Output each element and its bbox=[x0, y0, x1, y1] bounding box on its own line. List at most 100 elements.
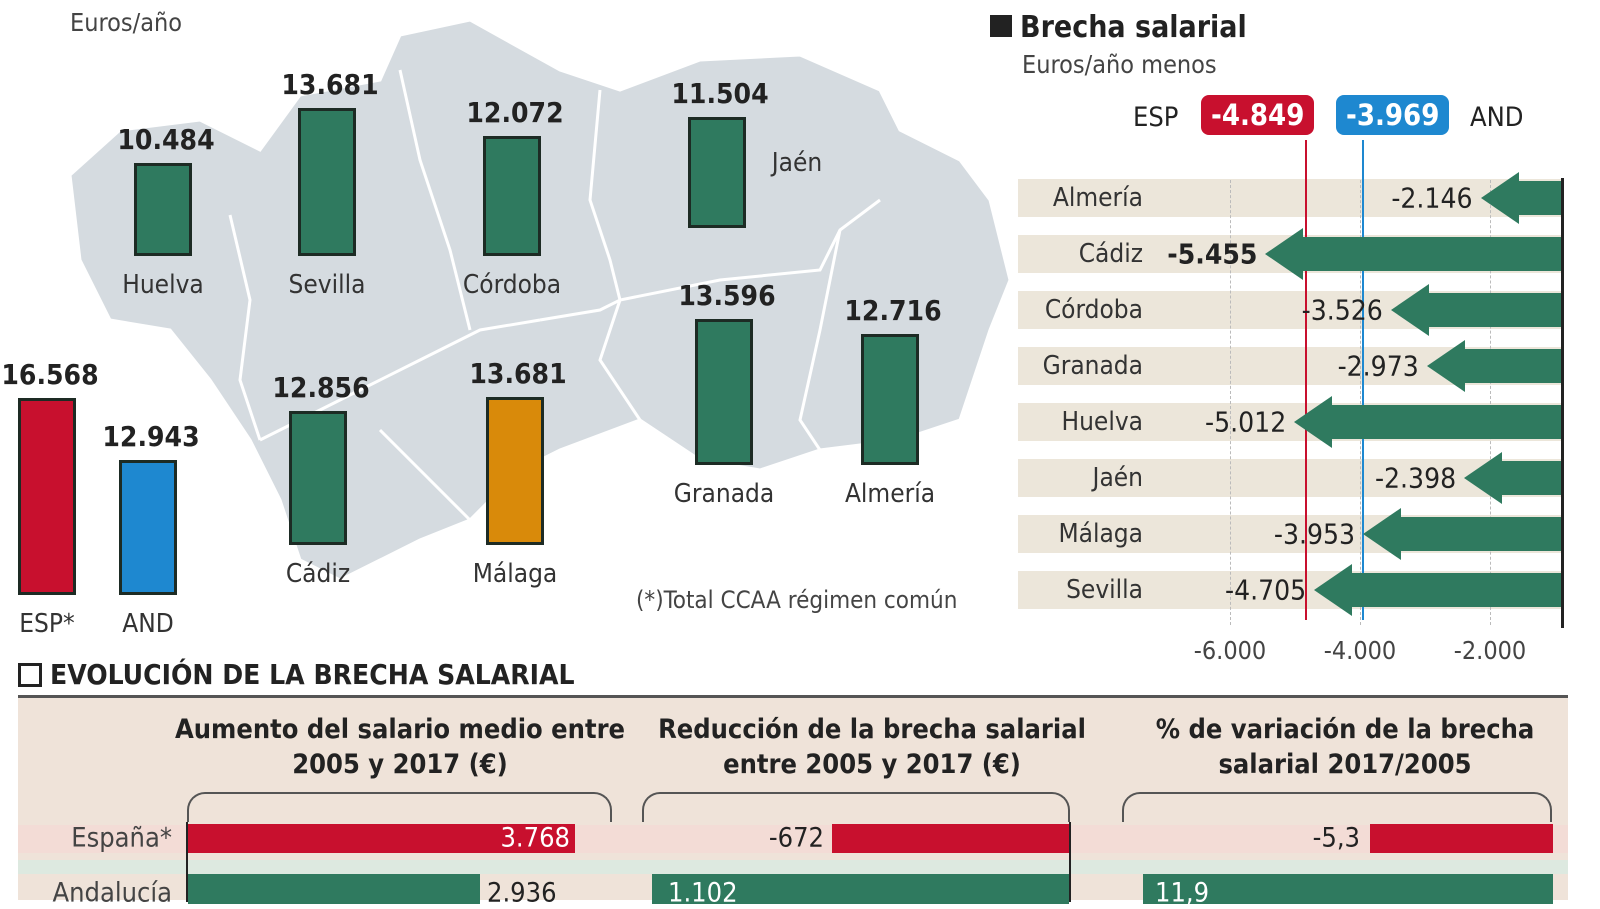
row-value: -3.953 bbox=[1273, 517, 1356, 551]
row-label: Málaga bbox=[1058, 519, 1143, 549]
bar-cdiz bbox=[289, 411, 347, 545]
bar-espana-variacion bbox=[1370, 824, 1553, 853]
row-value: -2.973 bbox=[1337, 349, 1419, 383]
evolucion-title: EVOLUCIÓN DE LA BRECHA SALARIAL bbox=[18, 658, 575, 691]
arrow-head-icon bbox=[1294, 396, 1333, 448]
row-label: Huelva bbox=[1061, 407, 1144, 437]
arrow-head-icon bbox=[1314, 564, 1353, 616]
esp-reference-line bbox=[1304, 140, 1307, 620]
row-label: Jaén bbox=[1092, 463, 1143, 493]
bar-jan bbox=[688, 117, 746, 228]
bar-name: ESP* bbox=[19, 609, 75, 639]
panel-title: % de variación de la brecha salarial 201… bbox=[1155, 714, 1535, 780]
brace bbox=[187, 792, 612, 822]
arrow-bar bbox=[1330, 405, 1562, 439]
row-value: -5.455 bbox=[1167, 237, 1258, 271]
bar-andalucia-reduccion bbox=[652, 874, 1069, 904]
brecha-title: Brecha salarial bbox=[990, 10, 1247, 45]
bar-name: Jaén bbox=[771, 148, 823, 178]
bar-and bbox=[119, 459, 177, 595]
bar-esp bbox=[18, 398, 76, 595]
bar-mlaga bbox=[486, 397, 544, 545]
arrow-head-icon bbox=[1363, 508, 1402, 560]
row-value: -2.146 bbox=[1391, 181, 1473, 215]
axis bbox=[186, 822, 188, 902]
bar-value: 12.072 bbox=[466, 95, 564, 129]
row-label: Granada bbox=[1042, 351, 1143, 381]
bar-andalucia-variacion bbox=[1143, 874, 1553, 904]
bar-name: Huelva bbox=[122, 270, 204, 300]
arrow-head-icon bbox=[1265, 228, 1304, 280]
arrow-head-icon bbox=[1390, 284, 1429, 336]
bar-value: 11,9 bbox=[1155, 877, 1210, 909]
bar-granada bbox=[695, 318, 753, 465]
row-name: España* bbox=[71, 822, 172, 854]
bar-value: 13.681 bbox=[469, 357, 567, 391]
bar-espana-reduccion bbox=[832, 824, 1069, 853]
arrow-bar bbox=[1500, 461, 1562, 495]
bar-crdoba bbox=[483, 135, 541, 256]
bar-value: 12.716 bbox=[844, 293, 942, 327]
arrow-bar bbox=[1462, 349, 1562, 383]
bar-name: AND bbox=[122, 609, 174, 639]
bar-espana-aumento bbox=[188, 824, 575, 853]
bar-almera bbox=[861, 333, 919, 465]
arrow-bar bbox=[1399, 517, 1562, 551]
bar-value: 1.102 bbox=[668, 877, 738, 909]
brace bbox=[642, 792, 1070, 822]
andalucia-band bbox=[18, 860, 1568, 874]
bar-value: -672 bbox=[768, 822, 824, 854]
row-value: -4.705 bbox=[1224, 573, 1307, 607]
brace bbox=[1122, 792, 1552, 822]
row-band bbox=[1018, 179, 1562, 217]
gridline bbox=[1230, 180, 1231, 625]
square-outline-icon bbox=[18, 663, 42, 687]
gridline bbox=[1360, 180, 1361, 625]
x-tick-label: -4.000 bbox=[1323, 636, 1397, 665]
panel-title: Aumento del salario medio entre 2005 y 2… bbox=[174, 714, 626, 780]
bar-value: 2.936 bbox=[487, 877, 557, 909]
bar-sevilla bbox=[298, 108, 356, 256]
bar-value: 11.504 bbox=[671, 77, 769, 111]
esp-ref-badge: -4.849 bbox=[1201, 95, 1315, 135]
bar-name: Granada bbox=[673, 479, 775, 509]
axis bbox=[1069, 822, 1071, 902]
and-ref-name: AND bbox=[1470, 102, 1524, 133]
square-bullet-icon bbox=[990, 15, 1012, 37]
row-name: Andalucía bbox=[52, 877, 172, 909]
row-label: Sevilla bbox=[1066, 575, 1143, 605]
bar-value: 12.943 bbox=[102, 419, 200, 453]
and-reference-line bbox=[1362, 140, 1364, 620]
x-tick-label: -6.000 bbox=[1193, 636, 1267, 665]
bar-value: 13.596 bbox=[678, 278, 776, 312]
bar-value: 13.681 bbox=[281, 68, 379, 102]
bar-value: 16.568 bbox=[1, 358, 99, 392]
row-value: -3.526 bbox=[1301, 293, 1383, 327]
and-ref-badge: -3.969 bbox=[1336, 95, 1450, 135]
bar-name: Córdoba bbox=[462, 270, 562, 300]
arrow-head-icon bbox=[1464, 452, 1503, 504]
row-label: Almería bbox=[1052, 183, 1143, 213]
x-tick-label: -2.000 bbox=[1453, 636, 1527, 665]
bar-name: Málaga bbox=[472, 559, 558, 589]
zero-axis bbox=[1561, 178, 1564, 628]
row-label: Córdoba bbox=[1044, 295, 1143, 325]
esp-ref-name: ESP bbox=[1133, 102, 1179, 133]
bar-value: 3.768 bbox=[500, 822, 570, 854]
arrow-bar bbox=[1350, 573, 1562, 607]
arrow-head-icon bbox=[1480, 172, 1519, 224]
row-value: -5.012 bbox=[1205, 405, 1287, 439]
bar-name: Almería bbox=[844, 479, 936, 509]
unit-label: Euros/año bbox=[70, 8, 183, 37]
bar-value: 12.856 bbox=[272, 371, 370, 405]
arrow-bar bbox=[1516, 181, 1562, 215]
bar-name: Cádiz bbox=[285, 559, 351, 589]
bar-value: 10.484 bbox=[117, 122, 215, 156]
bar-andalucia-aumento bbox=[188, 874, 480, 904]
brecha-subtitle: Euros/año menos bbox=[1022, 50, 1217, 79]
arrow-bar bbox=[1426, 293, 1562, 327]
row-value: -2.398 bbox=[1374, 461, 1457, 495]
arrow-bar bbox=[1301, 237, 1562, 271]
row-label: Cádiz bbox=[1078, 239, 1143, 269]
footnote: (*)Total CCAA régimen común bbox=[636, 586, 958, 614]
